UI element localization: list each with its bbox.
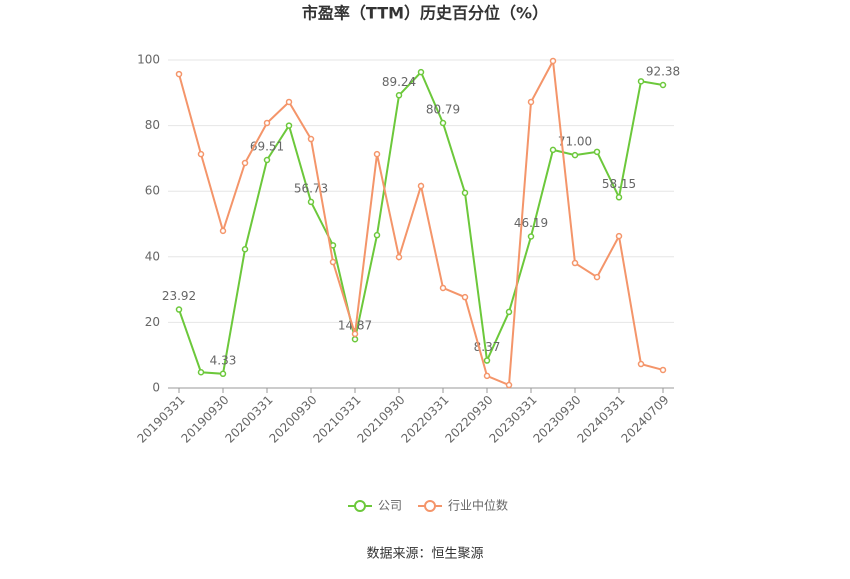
y-tick-label: 80 — [145, 118, 160, 132]
point — [351, 330, 359, 338]
point — [439, 284, 447, 292]
point — [175, 306, 183, 313]
point — [395, 92, 403, 99]
y-tick-label: 100 — [137, 53, 160, 67]
point — [637, 78, 645, 85]
point — [461, 189, 469, 197]
point — [461, 293, 469, 301]
point — [285, 122, 293, 129]
series-line — [178, 70, 664, 375]
point — [263, 119, 271, 127]
chart-title: 市盈率（TTM）历史百分位（%） — [302, 4, 548, 23]
point — [505, 308, 513, 316]
point — [439, 119, 447, 127]
y-tick-label: 0 — [152, 381, 160, 395]
point — [241, 159, 249, 167]
y-tick-label: 20 — [145, 315, 160, 329]
legend-label: 公司 — [378, 499, 402, 513]
point — [417, 68, 425, 76]
data-label: 56.73 — [294, 181, 328, 195]
point — [285, 98, 293, 106]
data-label: 23.92 — [162, 289, 196, 303]
point — [351, 335, 359, 343]
point — [549, 57, 557, 65]
data-label: 80.79 — [426, 103, 460, 117]
point — [373, 231, 381, 239]
point — [219, 227, 227, 235]
data-label: 4.33 — [210, 353, 237, 367]
point — [219, 370, 227, 378]
point — [659, 81, 667, 89]
point — [395, 253, 403, 261]
point — [307, 198, 315, 206]
point — [527, 233, 535, 240]
point — [417, 182, 425, 190]
point — [483, 357, 491, 364]
point — [263, 156, 271, 164]
data-label: 69.51 — [250, 140, 284, 154]
data-label: 46.19 — [514, 216, 548, 230]
x-tick-label: 20240709 — [619, 393, 672, 446]
point — [659, 366, 667, 374]
point — [571, 151, 579, 159]
point — [329, 258, 337, 266]
data-label: 92.38 — [646, 64, 680, 78]
point — [175, 70, 183, 78]
point — [615, 232, 623, 240]
legend-label: 行业中位数 — [448, 498, 508, 513]
point — [197, 369, 205, 376]
point — [615, 194, 623, 201]
source: 数据来源：恒生聚源 — [366, 547, 483, 562]
legend-marker — [354, 500, 366, 512]
point — [505, 381, 513, 389]
data-label: 58.15 — [602, 177, 636, 191]
point — [241, 246, 249, 253]
y-tick-label: 40 — [145, 249, 160, 263]
y-tick-label: 60 — [145, 184, 160, 198]
point — [571, 259, 579, 267]
legend-marker — [424, 500, 437, 512]
point — [549, 146, 557, 154]
point — [593, 148, 601, 156]
data-label: 89.24 — [382, 75, 416, 89]
point — [373, 150, 381, 158]
point — [307, 135, 315, 143]
point — [483, 372, 491, 380]
point — [197, 150, 205, 158]
point — [637, 360, 645, 368]
point — [527, 98, 535, 106]
point — [593, 273, 601, 281]
data-label: 71.00 — [558, 135, 592, 149]
